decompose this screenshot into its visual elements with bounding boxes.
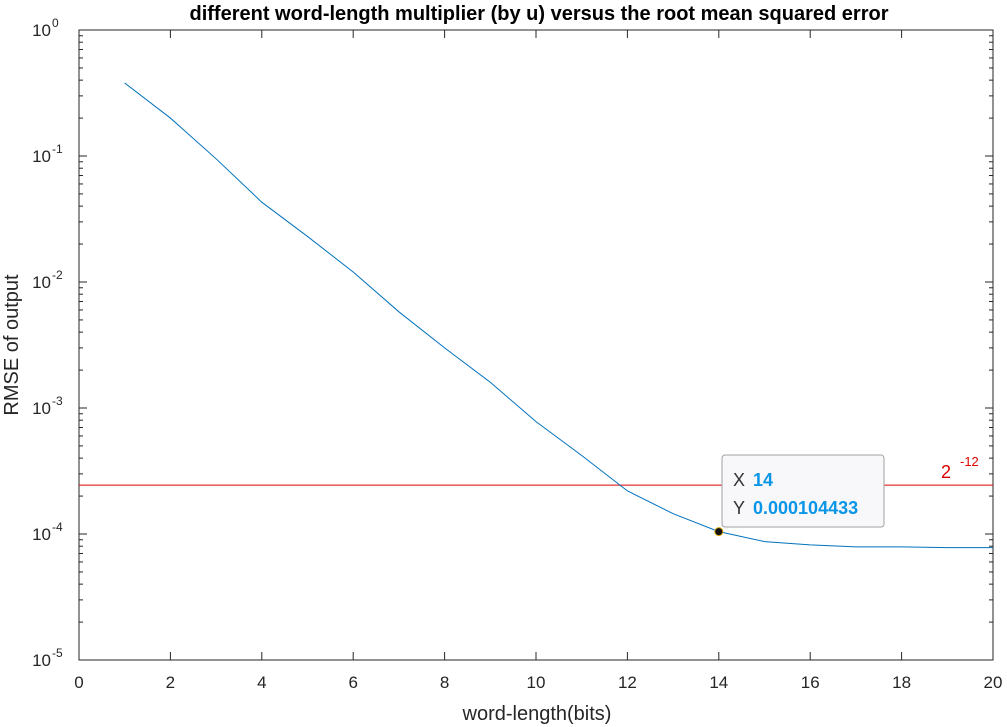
x-tick-label: 18 xyxy=(892,673,911,692)
datatip[interactable]: X 14 Y 0.000104433 xyxy=(714,454,885,537)
x-tick-label: 8 xyxy=(440,673,449,692)
x-tick-label: 14 xyxy=(709,673,728,692)
datatip-box xyxy=(721,454,885,528)
y-tick-label-exponent: -5 xyxy=(52,646,63,660)
y-tick-label-exponent: -4 xyxy=(52,520,63,534)
y-tick-label-base: 10 xyxy=(32,273,51,292)
y-tick-label-exponent: -1 xyxy=(52,142,63,156)
y-tick-label-exponent: -3 xyxy=(52,394,63,408)
x-axis-label: word-length(bits) xyxy=(462,703,612,725)
datatip-y-key: Y xyxy=(733,498,745,518)
y-tick-label-base: 10 xyxy=(32,525,51,544)
datatip-marker xyxy=(714,527,724,537)
series-group xyxy=(124,82,993,549)
reference-label-base: 2 xyxy=(941,462,951,482)
y-tick-label-base: 10 xyxy=(32,399,51,418)
y-tick-label-base: 10 xyxy=(32,651,51,670)
plot-frame xyxy=(78,29,994,661)
x-axis-ticks: 0 2 4 6 8 10 12 14 16 18 20 xyxy=(74,30,1002,692)
y-tick-label-base: 10 xyxy=(32,147,51,166)
x-tick-label: 2 xyxy=(166,673,175,692)
chart-title: different word-length multiplier (by u) … xyxy=(190,3,889,25)
y-axis-label: RMSE of output xyxy=(1,274,23,416)
x-tick-label: 20 xyxy=(984,673,1003,692)
y-tick-label-exponent: -2 xyxy=(52,268,63,282)
series-line-0 xyxy=(124,82,993,549)
x-tick-label: 12 xyxy=(618,673,637,692)
x-tick-label: 0 xyxy=(74,673,83,692)
plot-area[interactable] xyxy=(78,29,994,661)
datatip-x-value: 14 xyxy=(753,470,773,490)
x-tick-label: 6 xyxy=(348,673,357,692)
x-tick-label: 16 xyxy=(801,673,820,692)
y-tick-label-exponent: 0 xyxy=(52,16,59,30)
reference-label-exponent: -12 xyxy=(960,454,979,469)
x-tick-label: 4 xyxy=(257,673,266,692)
x-tick-label: 10 xyxy=(527,673,546,692)
datatip-x-key: X xyxy=(733,470,745,490)
y-tick-label-base: 10 xyxy=(32,21,51,40)
datatip-y-value: 0.000104433 xyxy=(753,498,858,518)
